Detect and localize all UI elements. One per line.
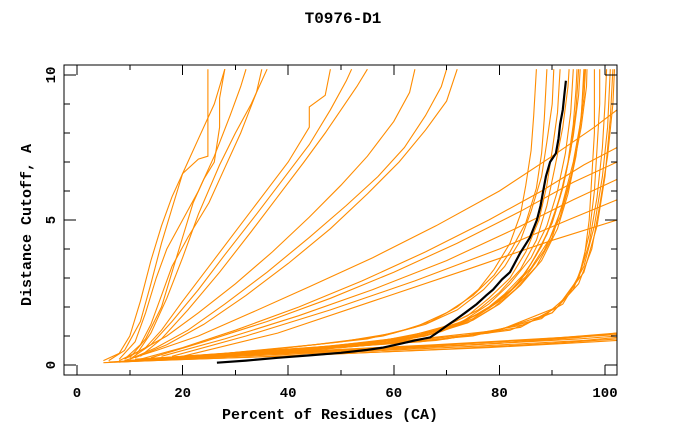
model-curve [108,69,226,362]
curves-layer [103,68,617,364]
x-axis-label: Percent of Residues (CA) [222,407,438,424]
model-curve [118,69,416,362]
model-curve [140,147,617,360]
x-tick-label: 20 [174,386,191,402]
model-curve [129,69,226,359]
model-curve [124,69,331,360]
model-curve [118,69,247,360]
model-curve [129,68,353,360]
model-curve [103,339,617,364]
axes-frame-layer [63,64,618,376]
chart-title: T0976-D1 [305,10,382,28]
model-curve [161,69,601,360]
model-curve [171,199,617,357]
model-curve [145,332,617,360]
highlighted-model-curve [216,80,567,364]
y-tick-label: 0 [44,361,60,369]
model-curve [135,69,570,360]
model-curve [150,161,617,359]
model-curve [208,69,614,356]
model-curve [134,68,268,357]
y-axis-label: Distance Cutoff, A [19,144,36,306]
x-tick-label: 0 [73,386,81,402]
x-tick-label: 100 [592,386,617,402]
y-tick-label: 5 [44,216,60,224]
model-curve [129,69,448,360]
model-curve [182,219,617,357]
y-tick-label: 10 [44,67,60,84]
model-curve [124,336,617,363]
x-tick-label: 40 [280,386,297,402]
model-curve [134,69,458,359]
tick-labels-layer: 0 20 40 60 80 100 0 5 10 [44,67,618,402]
x-tick-label: 80 [491,386,508,402]
model-curve [103,69,209,362]
model-curve [124,69,263,360]
x-tick-label: 60 [385,386,402,402]
model-curve [140,68,368,357]
model-curve [140,69,555,360]
model-curve [145,69,588,361]
